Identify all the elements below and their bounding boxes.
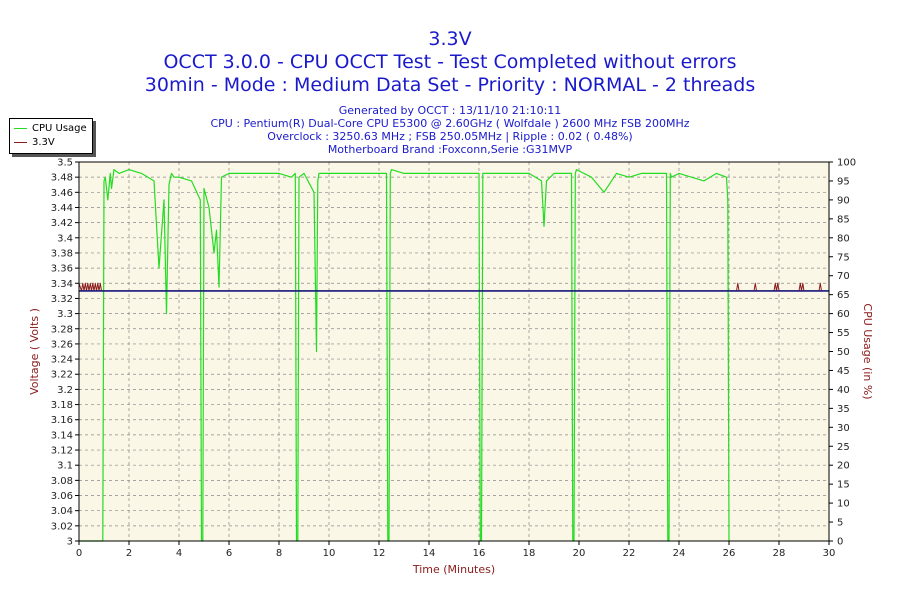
x-tick-label: 18	[523, 548, 536, 559]
x-axis-label: Time (Minutes)	[412, 563, 495, 576]
y-right-tick-label: 70	[837, 271, 850, 282]
chart-legend: CPU Usage 3.3V	[9, 118, 93, 154]
y-left-tick-label: 3.06	[51, 491, 73, 502]
plot-area	[79, 162, 829, 541]
y-right-tick-label: 85	[837, 214, 850, 225]
y-left-tick-label: 3.04	[51, 506, 73, 517]
y-right-tick-label: 10	[837, 499, 850, 510]
x-tick-label: 30	[823, 548, 836, 559]
y-left-tick-label: 3.48	[51, 173, 73, 184]
y-left-tick-label: 3.5	[57, 158, 73, 169]
x-tick-label: 28	[773, 548, 786, 559]
y-left-tick-label: 3	[67, 537, 73, 548]
chart-title: 3.3V	[428, 28, 472, 50]
tick-labels: 0 2 4 6 8 10 12 14 16 18 20 22 24 26 28 3033.023.043.06…	[51, 158, 856, 560]
x-tick-label: 26	[723, 548, 736, 559]
x-tick-label: 4	[176, 548, 182, 559]
chart-subtitle-test: OCCT 3.0.0 - CPU OCCT Test - Test Comple…	[163, 51, 737, 73]
x-tick-label: 0	[76, 548, 82, 559]
y-right-tick-label: 65	[837, 290, 850, 301]
y-right-tick-label: 30	[837, 423, 850, 434]
y-right-tick-label: 35	[837, 404, 850, 415]
y-axis-label-right: CPU Usage (in %)	[861, 303, 874, 399]
y-left-tick-label: 3.12	[51, 446, 73, 457]
y-left-tick-label: 3.18	[51, 400, 73, 411]
y-left-tick-label: 3.44	[51, 203, 73, 214]
y-right-tick-label: 90	[837, 195, 850, 206]
y-left-tick-label: 3.24	[51, 355, 73, 366]
y-axis-label-left: Voltage ( Volts )	[28, 308, 41, 395]
y-left-tick-label: 3.28	[51, 324, 73, 335]
y-right-tick-label: 100	[837, 158, 856, 169]
y-left-tick-label: 3.1	[57, 461, 73, 472]
legend-label-voltage: 3.3V	[32, 137, 55, 148]
y-left-tick-label: 3.34	[51, 279, 73, 290]
x-tick-label: 14	[423, 548, 436, 559]
y-left-tick-label: 3.4	[57, 233, 73, 244]
y-right-tick-label: 75	[837, 252, 850, 263]
info-cpu: CPU : Pentium(R) Dual-Core CPU E5300 @ 2…	[210, 117, 690, 130]
y-right-tick-label: 80	[837, 233, 850, 244]
y-left-tick-label: 3.42	[51, 218, 73, 229]
grid-lines	[79, 162, 829, 541]
x-tick-label: 16	[473, 548, 486, 559]
y-right-tick-label: 40	[837, 385, 850, 396]
y-left-tick-label: 3.3	[57, 309, 73, 320]
x-tick-label: 6	[226, 548, 232, 559]
y-right-tick-label: 15	[837, 480, 850, 491]
system-info: Generated by OCCT : 13/11/10 21:10:11 CP…	[0, 104, 900, 156]
y-left-tick-label: 3.14	[51, 430, 73, 441]
x-tick-label: 20	[573, 548, 586, 559]
x-tick-label: 12	[373, 548, 386, 559]
legend-item-voltage: 3.3V	[14, 136, 55, 149]
y-right-tick-label: 95	[837, 176, 850, 187]
y-right-tick-label: 25	[837, 442, 850, 453]
series-group	[78, 169, 829, 542]
y-left-tick-label: 3.2	[57, 385, 73, 396]
info-overclock: Overclock : 3250.63 MHz ; FSB 250.05MHz …	[267, 130, 633, 143]
info-generated: Generated by OCCT : 13/11/10 21:10:11	[338, 104, 562, 117]
x-tick-label: 2	[126, 548, 132, 559]
y-right-tick-label: 60	[837, 309, 850, 320]
y-left-tick-label: 3.22	[51, 370, 73, 381]
y-left-tick-label: 3.16	[51, 415, 73, 426]
x-tick-label: 22	[623, 548, 636, 559]
y-right-tick-label: 55	[837, 328, 850, 339]
y-right-tick-label: 0	[837, 537, 843, 548]
y-left-tick-label: 3.26	[51, 339, 73, 350]
y-left-tick-label: 3.36	[51, 264, 73, 275]
series-cpu-usage	[79, 169, 731, 542]
y-left-tick-label: 3.32	[51, 294, 73, 305]
y-right-tick-label: 20	[837, 461, 850, 472]
y-right-tick-label: 50	[837, 347, 850, 358]
x-tick-label: 8	[276, 548, 282, 559]
y-right-tick-label: 5	[837, 518, 843, 529]
y-left-tick-label: 3.38	[51, 248, 73, 259]
legend-swatch-voltage	[14, 142, 27, 143]
x-tick-label: 24	[673, 548, 686, 559]
info-motherboard: Motherboard Brand :Foxconn,Serie :G31MVP	[327, 143, 573, 156]
y-left-tick-label: 3.02	[51, 521, 73, 532]
y-left-tick-label: 3.08	[51, 476, 73, 487]
legend-label-cpu: CPU Usage	[32, 123, 87, 134]
chart-subtitle-mode: 30min - Mode : Medium Data Set - Priorit…	[144, 74, 756, 96]
x-tick-label: 10	[323, 548, 336, 559]
legend-item-cpu: CPU Usage	[14, 122, 87, 135]
y-right-tick-label: 45	[837, 366, 850, 377]
y-left-tick-label: 3.46	[51, 188, 73, 199]
legend-swatch-cpu	[14, 128, 27, 129]
